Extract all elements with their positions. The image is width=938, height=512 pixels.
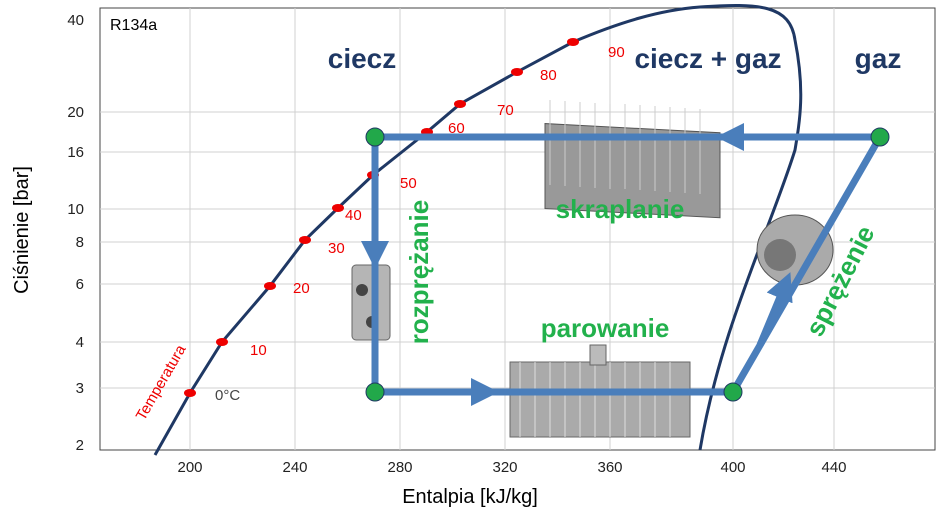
y-ticks: 2 3 4 6 8 10 16 20 40 <box>67 12 84 454</box>
region-label: ciecz + gaz <box>634 43 781 74</box>
expansion-valve <box>352 265 390 340</box>
label: 90 <box>608 44 625 61</box>
label: 10 <box>67 201 84 218</box>
label: 10 <box>250 342 267 359</box>
label: 240 <box>282 459 307 476</box>
region-label: ciecz <box>328 43 397 74</box>
label: 3 <box>76 380 84 397</box>
label: 20 <box>67 104 84 121</box>
y-title: Ciśnienie [bar] <box>11 166 33 294</box>
region-label: gaz <box>855 43 902 74</box>
label: 40 <box>67 12 84 29</box>
label: 200 <box>177 459 202 476</box>
label: 50 <box>400 175 417 192</box>
x-ticks: 200 240 280 320 360 400 440 <box>177 459 846 476</box>
label: 4 <box>76 334 84 351</box>
label: 8 <box>76 234 84 251</box>
process-label: rozprężanie <box>404 200 434 345</box>
label: 80 <box>540 67 557 84</box>
label: 70 <box>497 102 514 119</box>
label: 0°C <box>215 387 240 404</box>
process-label: skraplanie <box>556 194 685 224</box>
compressor <box>757 215 833 285</box>
label: 30 <box>328 240 345 257</box>
label: 320 <box>492 459 517 476</box>
label: 6 <box>76 276 84 293</box>
diagram: R134a 200 240 280 320 360 400 440 2 3 4 6 8 10… <box>0 0 938 512</box>
label: 440 <box>821 459 846 476</box>
x-title: Entalpia [kJ/kg] <box>402 486 538 508</box>
label: 20 <box>293 280 310 297</box>
fluid-label: R134a <box>110 17 157 34</box>
label: 400 <box>720 459 745 476</box>
label: 2 <box>76 437 84 454</box>
label: 16 <box>67 144 84 161</box>
label: 280 <box>387 459 412 476</box>
process-label: parowanie <box>541 313 670 343</box>
label: 40 <box>345 207 362 224</box>
label: 60 <box>448 120 465 137</box>
label: 360 <box>597 459 622 476</box>
